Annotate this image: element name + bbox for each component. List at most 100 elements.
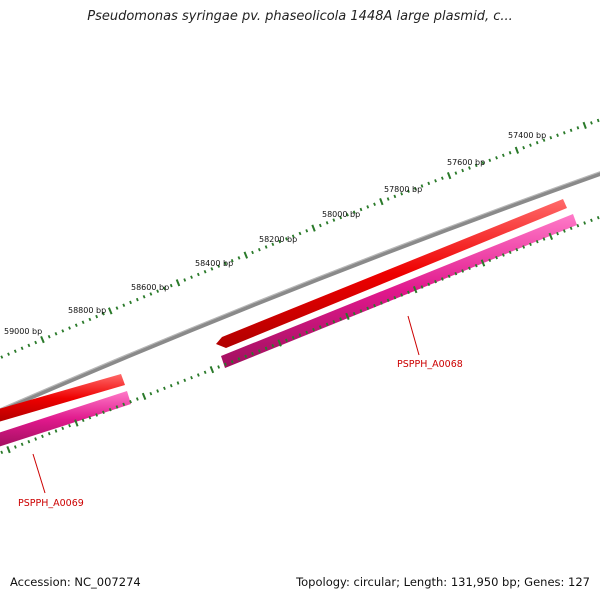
minor-tick <box>0 355 4 359</box>
minor-tick <box>373 303 376 308</box>
minor-tick <box>590 121 593 125</box>
minor-tick <box>352 210 356 214</box>
major-tick <box>175 279 181 287</box>
minor-tick <box>0 450 4 455</box>
gene-feature-bar[interactable] <box>0 374 125 423</box>
minor-tick <box>251 351 254 356</box>
minor-tick <box>596 118 600 123</box>
gene-label[interactable]: PSPPH_A0068 <box>397 359 463 370</box>
major-tick <box>209 366 215 374</box>
minor-tick <box>122 303 126 307</box>
minor-tick <box>339 317 343 321</box>
tick-labels: 57400 bp 57600 bp 57800 bp 58000 bp 58200 bp… <box>4 131 546 336</box>
minor-tick <box>332 218 336 222</box>
major-tick <box>141 392 147 400</box>
minor-tick <box>203 370 207 375</box>
cds-feature-bar[interactable] <box>221 214 577 368</box>
minor-tick <box>427 282 431 287</box>
minor-tick <box>257 247 261 252</box>
minor-tick <box>41 434 44 439</box>
map-title: Pseudomonas syringae pv. phaseolicola 14… <box>87 9 513 24</box>
minor-tick <box>196 272 200 277</box>
plasmid-backbone-highlight <box>0 171 600 410</box>
tick-label-58200: 58200 bp <box>259 235 297 244</box>
gene-feature-bar[interactable] <box>216 199 567 348</box>
major-tick <box>446 172 452 180</box>
minor-tick <box>47 431 51 436</box>
minor-tick <box>102 410 105 415</box>
minor-tick <box>359 309 363 313</box>
minor-tick <box>20 442 24 447</box>
gene-label[interactable]: PSPPH_A0069 <box>18 498 84 509</box>
minor-tick <box>27 343 31 348</box>
tick-label-57600: 57600 bp <box>447 158 485 167</box>
minor-tick <box>196 373 200 377</box>
minor-tick <box>88 317 92 322</box>
minor-tick <box>495 255 498 260</box>
outer-tick-ring <box>0 118 600 359</box>
minor-tick <box>34 340 38 345</box>
major-tick <box>311 224 316 232</box>
minor-tick <box>285 237 288 241</box>
minor-tick <box>230 359 234 364</box>
minor-tick <box>529 242 532 247</box>
minor-tick <box>454 171 458 175</box>
minor-tick <box>230 258 234 263</box>
minor-tick <box>325 322 329 327</box>
inner-tick-ring <box>0 215 600 455</box>
minor-tick <box>400 293 404 297</box>
major-tick <box>40 336 45 344</box>
minor-tick <box>13 349 17 353</box>
topology-summary: Topology: circular; Length: 131,950 bp; … <box>296 575 590 589</box>
minor-tick <box>271 242 275 247</box>
minor-tick <box>163 386 166 391</box>
cds-feature-bar[interactable] <box>0 391 131 448</box>
minor-tick <box>407 189 410 193</box>
minor-tick <box>108 407 112 412</box>
minor-tick <box>556 231 559 236</box>
minor-tick <box>217 264 221 268</box>
minor-tick <box>34 437 38 441</box>
minor-tick <box>529 143 532 147</box>
minor-tick <box>427 181 431 186</box>
minor-tick <box>305 229 309 233</box>
minor-tick <box>535 239 539 244</box>
minor-tick <box>501 253 505 257</box>
minor-tick <box>27 439 31 444</box>
minor-tick <box>488 158 492 163</box>
minor-tick <box>54 429 58 433</box>
minor-tick <box>298 333 302 337</box>
minor-tick <box>576 223 580 228</box>
minor-tick <box>325 221 329 225</box>
minor-tick <box>61 426 65 431</box>
minor-tick <box>332 319 336 324</box>
minor-tick <box>224 261 227 266</box>
minor-tick <box>13 445 17 449</box>
minor-tick <box>88 415 92 420</box>
tick-label-59000: 59000 bp <box>4 327 42 336</box>
minor-tick <box>129 399 132 404</box>
minor-tick <box>535 140 539 145</box>
minor-tick <box>190 275 193 279</box>
minor-tick <box>224 362 227 367</box>
minor-tick <box>81 418 85 423</box>
minor-tick <box>183 378 187 383</box>
major-tick <box>514 146 520 154</box>
minor-tick <box>386 298 390 303</box>
minor-tick <box>542 237 546 241</box>
minor-tick <box>257 349 261 353</box>
minor-tick <box>203 269 207 274</box>
minor-tick <box>420 285 424 289</box>
minor-tick <box>596 215 600 220</box>
tick-label-58800: 58800 bp <box>68 306 106 315</box>
minor-tick <box>54 332 58 336</box>
minor-tick <box>149 391 153 396</box>
minor-tick <box>217 365 221 369</box>
gene-label-leader <box>32 453 46 494</box>
gene-PSPPH_A0068[interactable]: PSPPH_A0068 <box>216 199 577 370</box>
minor-tick <box>461 269 465 273</box>
minor-tick <box>366 306 370 311</box>
gene-PSPPH_A0069[interactable]: PSPPH_A0069 <box>0 374 131 509</box>
minor-tick <box>583 221 587 225</box>
minor-tick <box>271 343 275 348</box>
